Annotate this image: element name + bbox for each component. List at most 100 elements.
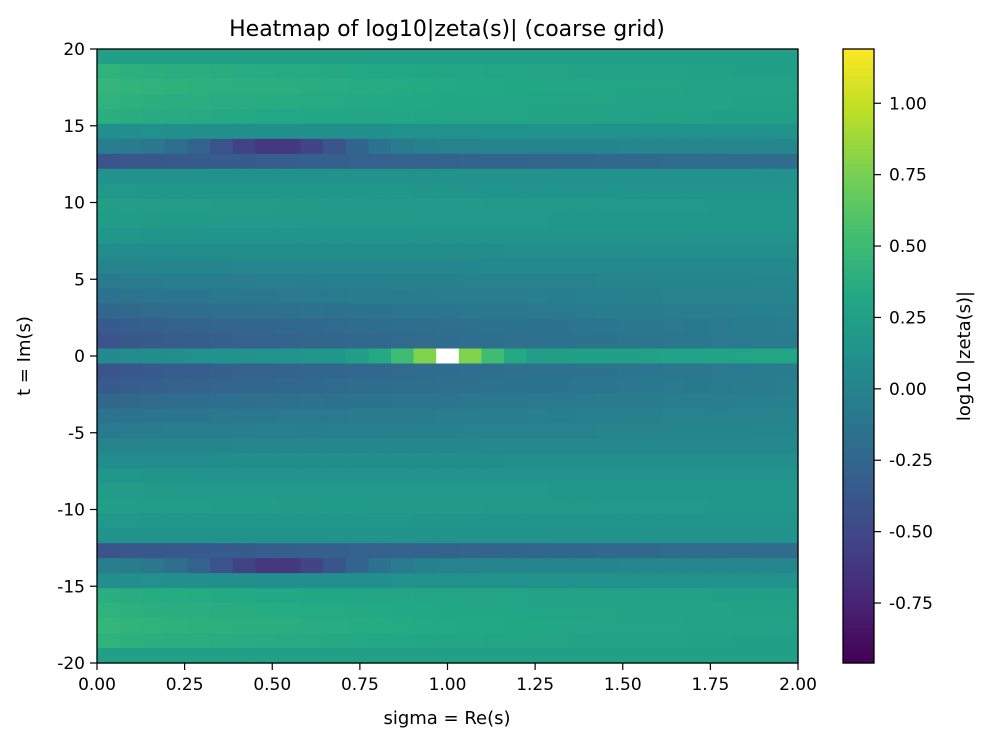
heatmap-cell: [436, 603, 460, 619]
colorbar-strip: [843, 309, 874, 315]
heatmap-cell: [255, 123, 279, 140]
heatmap-cell: [232, 78, 256, 95]
heatmap-cell: [707, 93, 731, 110]
heatmap-cell: [707, 213, 731, 230]
heatmap-cell: [390, 648, 415, 664]
heatmap-cell: [119, 648, 143, 664]
heatmap-cell: [684, 528, 709, 544]
heatmap-cell: [142, 288, 166, 305]
heatmap-cell: [97, 393, 121, 410]
heatmap-cell: [617, 288, 641, 305]
heatmap-cell: [323, 468, 347, 484]
heatmap-cell: [775, 543, 799, 559]
heatmap-cell: [684, 93, 709, 110]
heatmap-cell: [549, 453, 573, 469]
heatmap-cell: [97, 348, 121, 365]
heatmap-cell: [775, 648, 799, 664]
heatmap-cell: [481, 93, 505, 110]
heatmap-cell: [187, 633, 211, 649]
heatmap-cell: [323, 213, 347, 230]
heatmap-cell: [119, 333, 143, 350]
heatmap-cell: [300, 423, 324, 439]
heatmap-cell: [549, 78, 573, 95]
heatmap-cell: [481, 333, 505, 350]
heatmap-cell: [345, 633, 369, 649]
heatmap-cell: [775, 123, 799, 140]
heatmap-cell: [571, 618, 596, 634]
heatmap-cell: [504, 63, 528, 80]
heatmap-cell: [571, 183, 596, 200]
heatmap-cell: [730, 49, 754, 65]
heatmap-cell: [707, 558, 731, 574]
heatmap-cell: [775, 78, 799, 95]
heatmap-cell: [187, 213, 211, 230]
colorbar-strip: [843, 52, 874, 58]
heatmap-cell: [730, 573, 754, 589]
heatmap-cell: [390, 333, 415, 350]
heatmap-cell: [571, 408, 596, 424]
heatmap-cell: [571, 243, 596, 260]
heatmap-cell: [594, 348, 618, 365]
heatmap-cell: [707, 633, 731, 649]
heatmap-cell: [164, 78, 189, 95]
heatmap-cell: [549, 483, 573, 499]
heatmap-cell: [164, 618, 189, 634]
heatmap-cell: [730, 333, 754, 350]
heatmap-cell: [481, 453, 505, 469]
heatmap-cell: [345, 273, 369, 290]
colorbar-strip: [843, 79, 874, 85]
heatmap-cell: [345, 408, 369, 424]
colorbar-strip: [843, 171, 874, 177]
heatmap-cell: [390, 228, 415, 245]
colorbar-strip: [843, 632, 874, 637]
heatmap-cell: [458, 363, 483, 380]
heatmap-cell: [164, 258, 189, 275]
heatmap-cell: [662, 303, 686, 320]
heatmap-cell: [594, 258, 618, 275]
heatmap-cell: [458, 243, 483, 260]
heatmap-cell: [390, 363, 415, 380]
heatmap-cell: [639, 573, 663, 589]
colorbar-strip: [843, 651, 874, 656]
heatmap-cell: [390, 183, 415, 200]
colorbar-strip: [843, 325, 874, 330]
heatmap-cell: [323, 588, 347, 604]
heatmap-cell: [730, 423, 754, 439]
colorbar-strip: [843, 578, 874, 584]
heatmap-cell: [97, 498, 121, 514]
heatmap-cell: [300, 348, 324, 365]
heatmap-cell: [97, 453, 121, 469]
heatmap-cell: [390, 558, 415, 574]
heatmap-cell: [255, 183, 279, 200]
heatmap-cell: [549, 348, 573, 365]
heatmap-cell: [119, 183, 143, 200]
heatmap-cell: [187, 49, 211, 65]
heatmap-cell: [639, 93, 663, 110]
heatmap-cell: [436, 108, 460, 125]
heatmap-cell: [730, 93, 754, 110]
heatmap-cell: [504, 573, 528, 589]
heatmap-cell: [187, 228, 211, 245]
heatmap-cell: [571, 153, 596, 170]
heatmap-cell: [571, 213, 596, 230]
heatmap-cell: [436, 543, 460, 559]
heatmap-cell: [210, 49, 234, 65]
heatmap-cell: [707, 393, 731, 410]
heatmap-cell: [390, 483, 415, 499]
heatmap-cell: [187, 153, 211, 170]
heatmap-cell: [571, 288, 596, 305]
colorbar-strip: [843, 340, 874, 346]
heatmap-cell: [255, 558, 279, 574]
heatmap-cell: [775, 228, 799, 245]
heatmap-cell: [481, 483, 505, 499]
heatmap-cell: [413, 273, 437, 290]
heatmap-cell: [684, 49, 709, 65]
heatmap-cell: [277, 183, 302, 200]
heatmap-cell: [97, 558, 121, 574]
heatmap-cell: [255, 648, 279, 664]
heatmap-cell: [707, 318, 731, 335]
heatmap-cell: [752, 78, 776, 95]
colorbar-strip: [843, 367, 874, 372]
heatmap-cell: [436, 183, 460, 200]
heatmap-cell: [752, 483, 776, 499]
